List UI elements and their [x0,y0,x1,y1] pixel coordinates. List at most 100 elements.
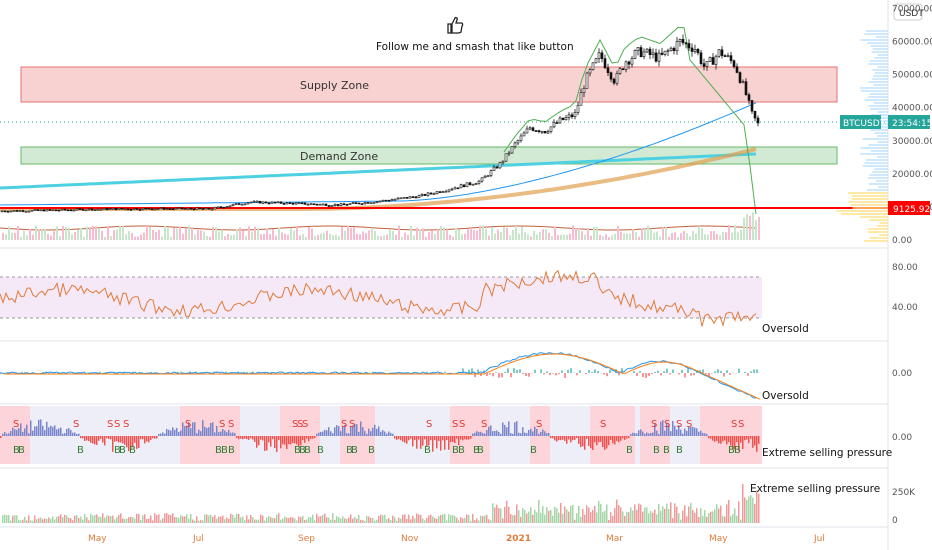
supply-zone[interactable] [20,66,838,103]
candle-body [384,199,388,202]
candle-body [621,68,625,70]
candle-body [699,52,703,64]
pressure-bar [258,436,260,446]
pressure-bar [372,427,374,436]
candle-body [642,51,646,58]
pressure-bar [490,425,492,436]
candle-body [558,117,562,124]
candle-body [447,189,451,192]
volume-bar [438,515,440,523]
macd-hist-bar [477,369,479,373]
price-volume-bar [224,236,226,240]
pressure-bar [286,436,288,449]
price-volume-bar [719,235,721,240]
volume-bar [10,520,12,523]
candle-body [495,166,499,169]
price-volume-bar [182,233,184,240]
price-volume-bar [332,235,334,240]
volume-bar [136,513,138,523]
pressure-bar [234,433,236,436]
volume-bar [456,517,458,523]
volume-bar [46,518,48,523]
volume-bar [208,515,210,523]
pressure-bar [596,436,598,446]
candle-body [195,207,199,210]
volume-bar [432,516,434,523]
candle-body [561,117,565,121]
macd-hist-bar [684,373,686,378]
candle-body [51,209,55,212]
volume-bar [706,516,708,523]
price-volume-bar [458,229,460,240]
candle-body [414,196,418,199]
macd-hist-bar [726,370,728,373]
macd-hist-bar [663,371,665,373]
pressure-bar [656,430,658,436]
volume-bar [248,519,250,523]
pressure-bar [118,436,120,443]
candle-body [432,193,436,195]
volume-bar [210,514,212,523]
rsi-annotation: Oversold [762,323,809,335]
candle-body [156,208,160,211]
volume-bar [80,516,82,523]
volume-bar [400,518,402,523]
candle-body [66,209,70,212]
candle-body [249,201,253,204]
volume-bar [576,513,578,523]
pressure-bar [158,433,160,436]
symbol-tag[interactable] [840,115,881,129]
volume-bar [556,508,558,523]
candle-body [21,210,25,212]
pressure-bar [582,436,584,447]
volume-bar [624,515,626,523]
volume-bar [296,520,298,523]
macd-hist-bar [519,369,521,373]
buy-marker: B [13,445,20,456]
pressure-bar [508,421,510,436]
candle-body [132,208,136,210]
price-volume-bar [653,232,655,240]
pressure-bar [250,436,252,439]
pressure-bar [292,436,294,443]
volume-bar [346,518,348,523]
volume-bar [374,520,376,523]
pressure-bar [360,421,362,436]
candle-body [591,62,595,70]
candle-body [426,192,430,196]
macd-hist-bar [576,373,578,376]
pressure-bar [710,436,712,439]
candle-body [543,130,547,134]
candle-body [141,207,145,210]
price-volume-bar [374,230,376,240]
macd-hist-bar [690,373,692,376]
candle-body [18,210,22,212]
volume-bar [304,519,306,523]
pressure-bar [274,436,276,449]
pressure-bar [278,436,280,441]
buy-marker: B [626,445,633,456]
candle-body [534,130,538,132]
volume-bar [488,519,490,523]
currency-badge[interactable] [893,3,923,21]
pressure-bar [320,431,322,436]
price-volume-bar [752,212,754,240]
price-volume-bar [83,236,85,240]
price-volume-bar [8,226,10,240]
pressure-bar [452,436,454,442]
price-volume-bar [467,229,469,240]
price-volume-bar [161,236,163,240]
candle-body [87,208,91,211]
volume-bar [186,514,188,523]
volume-bar [702,516,704,523]
price-volume-bar [680,233,682,240]
pressure-bar [294,436,296,444]
price-volume-bar [674,232,676,240]
pressure-bar [200,431,202,436]
pressure-bar [300,436,302,446]
pressure-bar [660,421,662,436]
volume-bar [132,517,134,523]
pressure-red-bg [590,406,635,464]
volume-bar [756,490,758,523]
price-volume-bar [35,225,37,240]
